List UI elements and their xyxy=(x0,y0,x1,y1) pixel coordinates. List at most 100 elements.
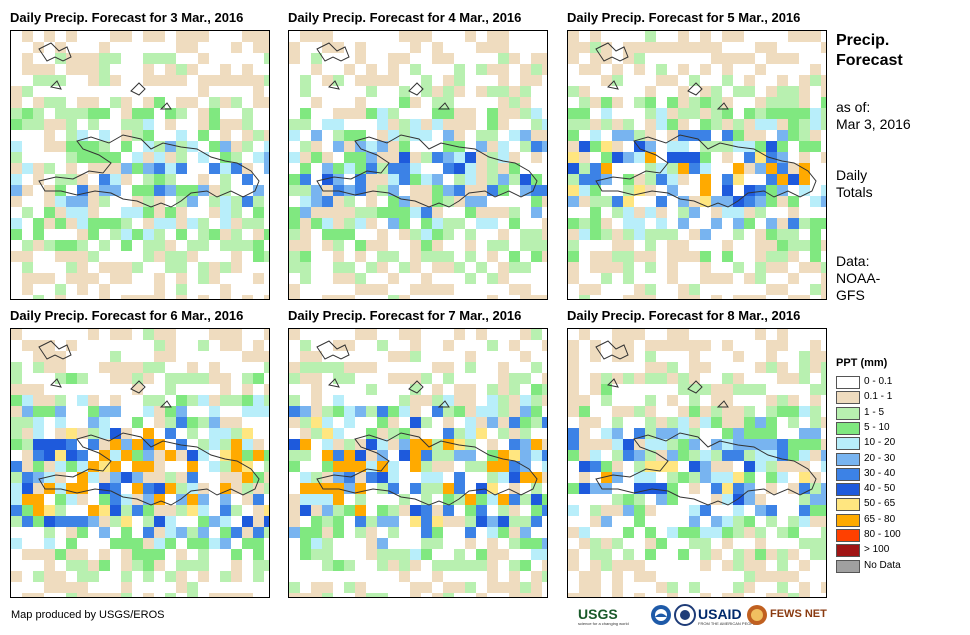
precip-cell xyxy=(176,64,187,75)
precip-cell xyxy=(198,174,209,185)
precip-cell xyxy=(487,340,498,351)
precip-cell xyxy=(143,527,154,538)
precip-cell xyxy=(766,340,777,351)
precip-cell xyxy=(465,152,476,163)
precip-cell xyxy=(601,428,612,439)
precip-cell xyxy=(443,593,454,597)
precip-cell xyxy=(198,152,209,163)
precip-cell xyxy=(432,42,443,53)
precip-cell xyxy=(22,207,33,218)
precip-cell xyxy=(66,593,77,597)
precip-cell xyxy=(454,119,465,130)
precip-cell xyxy=(601,538,612,549)
precip-cell xyxy=(366,174,377,185)
precip-cell xyxy=(366,450,377,461)
usaid-logo-text: USAID xyxy=(698,606,742,622)
precip-cell xyxy=(542,196,547,207)
precip-cell xyxy=(344,108,355,119)
precip-cell xyxy=(253,549,264,560)
precip-cell xyxy=(55,461,66,472)
precip-cell xyxy=(645,119,656,130)
precip-cell xyxy=(11,185,22,196)
precip-cell xyxy=(55,373,66,384)
precip-cell xyxy=(678,329,689,340)
precip-cell xyxy=(187,31,198,42)
precip-cell xyxy=(176,549,187,560)
precip-cell xyxy=(154,53,165,64)
precip-cell xyxy=(777,240,788,251)
precip-cell xyxy=(399,450,410,461)
precip-cell xyxy=(744,53,755,64)
precip-cell xyxy=(744,196,755,207)
precip-cell xyxy=(44,97,55,108)
precip-cell xyxy=(11,461,22,472)
precip-cell xyxy=(755,119,766,130)
precip-cell xyxy=(542,417,547,428)
precip-cell xyxy=(165,483,176,494)
precip-cell xyxy=(388,273,399,284)
precip-cell xyxy=(722,185,733,196)
precip-cell xyxy=(678,384,689,395)
precip-cell xyxy=(121,97,132,108)
precip-cell xyxy=(44,240,55,251)
precip-cell xyxy=(542,64,547,75)
precip-cell xyxy=(55,207,66,218)
precip-cell xyxy=(231,262,242,273)
precip-cell xyxy=(176,571,187,582)
precip-cell xyxy=(777,185,788,196)
precip-cell xyxy=(777,229,788,240)
precip-cell xyxy=(377,284,388,295)
precip-cell xyxy=(667,273,678,284)
precip-cell xyxy=(143,373,154,384)
precip-cell xyxy=(766,218,777,229)
precip-cell xyxy=(579,593,590,597)
precip-cell xyxy=(176,450,187,461)
precip-cell xyxy=(568,395,579,406)
precip-cell xyxy=(388,53,399,64)
precip-cell xyxy=(344,295,355,299)
precip-cell xyxy=(623,527,634,538)
precip-cell xyxy=(487,86,498,97)
precip-cell xyxy=(121,329,132,340)
precip-cell xyxy=(755,97,766,108)
precip-cell xyxy=(766,141,777,152)
precip-cell xyxy=(264,362,269,373)
precip-cell xyxy=(143,571,154,582)
precip-cell xyxy=(821,384,826,395)
precip-cell xyxy=(110,483,121,494)
precip-cell xyxy=(187,64,198,75)
precip-cell xyxy=(132,119,143,130)
precip-cell xyxy=(388,64,399,75)
precip-cell xyxy=(634,97,645,108)
precip-cell xyxy=(810,340,821,351)
precip-cell xyxy=(612,582,623,593)
precip-cell xyxy=(165,251,176,262)
precip-cell xyxy=(220,505,231,516)
precip-cell xyxy=(77,229,88,240)
precip-cell xyxy=(289,42,300,53)
precip-cell xyxy=(333,130,344,141)
precip-cell xyxy=(176,229,187,240)
precip-cell xyxy=(77,262,88,273)
precip-cell xyxy=(187,472,198,483)
precip-cell xyxy=(476,262,487,273)
side-title-line1: Precip. xyxy=(836,31,903,51)
precip-cell xyxy=(220,593,231,597)
precip-cell xyxy=(700,593,711,597)
precip-cell xyxy=(623,505,634,516)
precip-cell xyxy=(421,373,432,384)
precip-cell xyxy=(821,108,826,119)
precip-cell xyxy=(377,262,388,273)
precip-cell xyxy=(377,240,388,251)
precip-cell xyxy=(366,141,377,152)
precip-cell xyxy=(154,406,165,417)
precip-cell xyxy=(645,207,656,218)
precip-cell xyxy=(209,273,220,284)
precip-cell xyxy=(377,406,388,417)
precip-cell xyxy=(77,582,88,593)
precip-cell xyxy=(366,185,377,196)
precip-cell xyxy=(253,218,264,229)
precip-cell xyxy=(443,97,454,108)
precip-cell xyxy=(667,141,678,152)
precip-cell xyxy=(344,362,355,373)
